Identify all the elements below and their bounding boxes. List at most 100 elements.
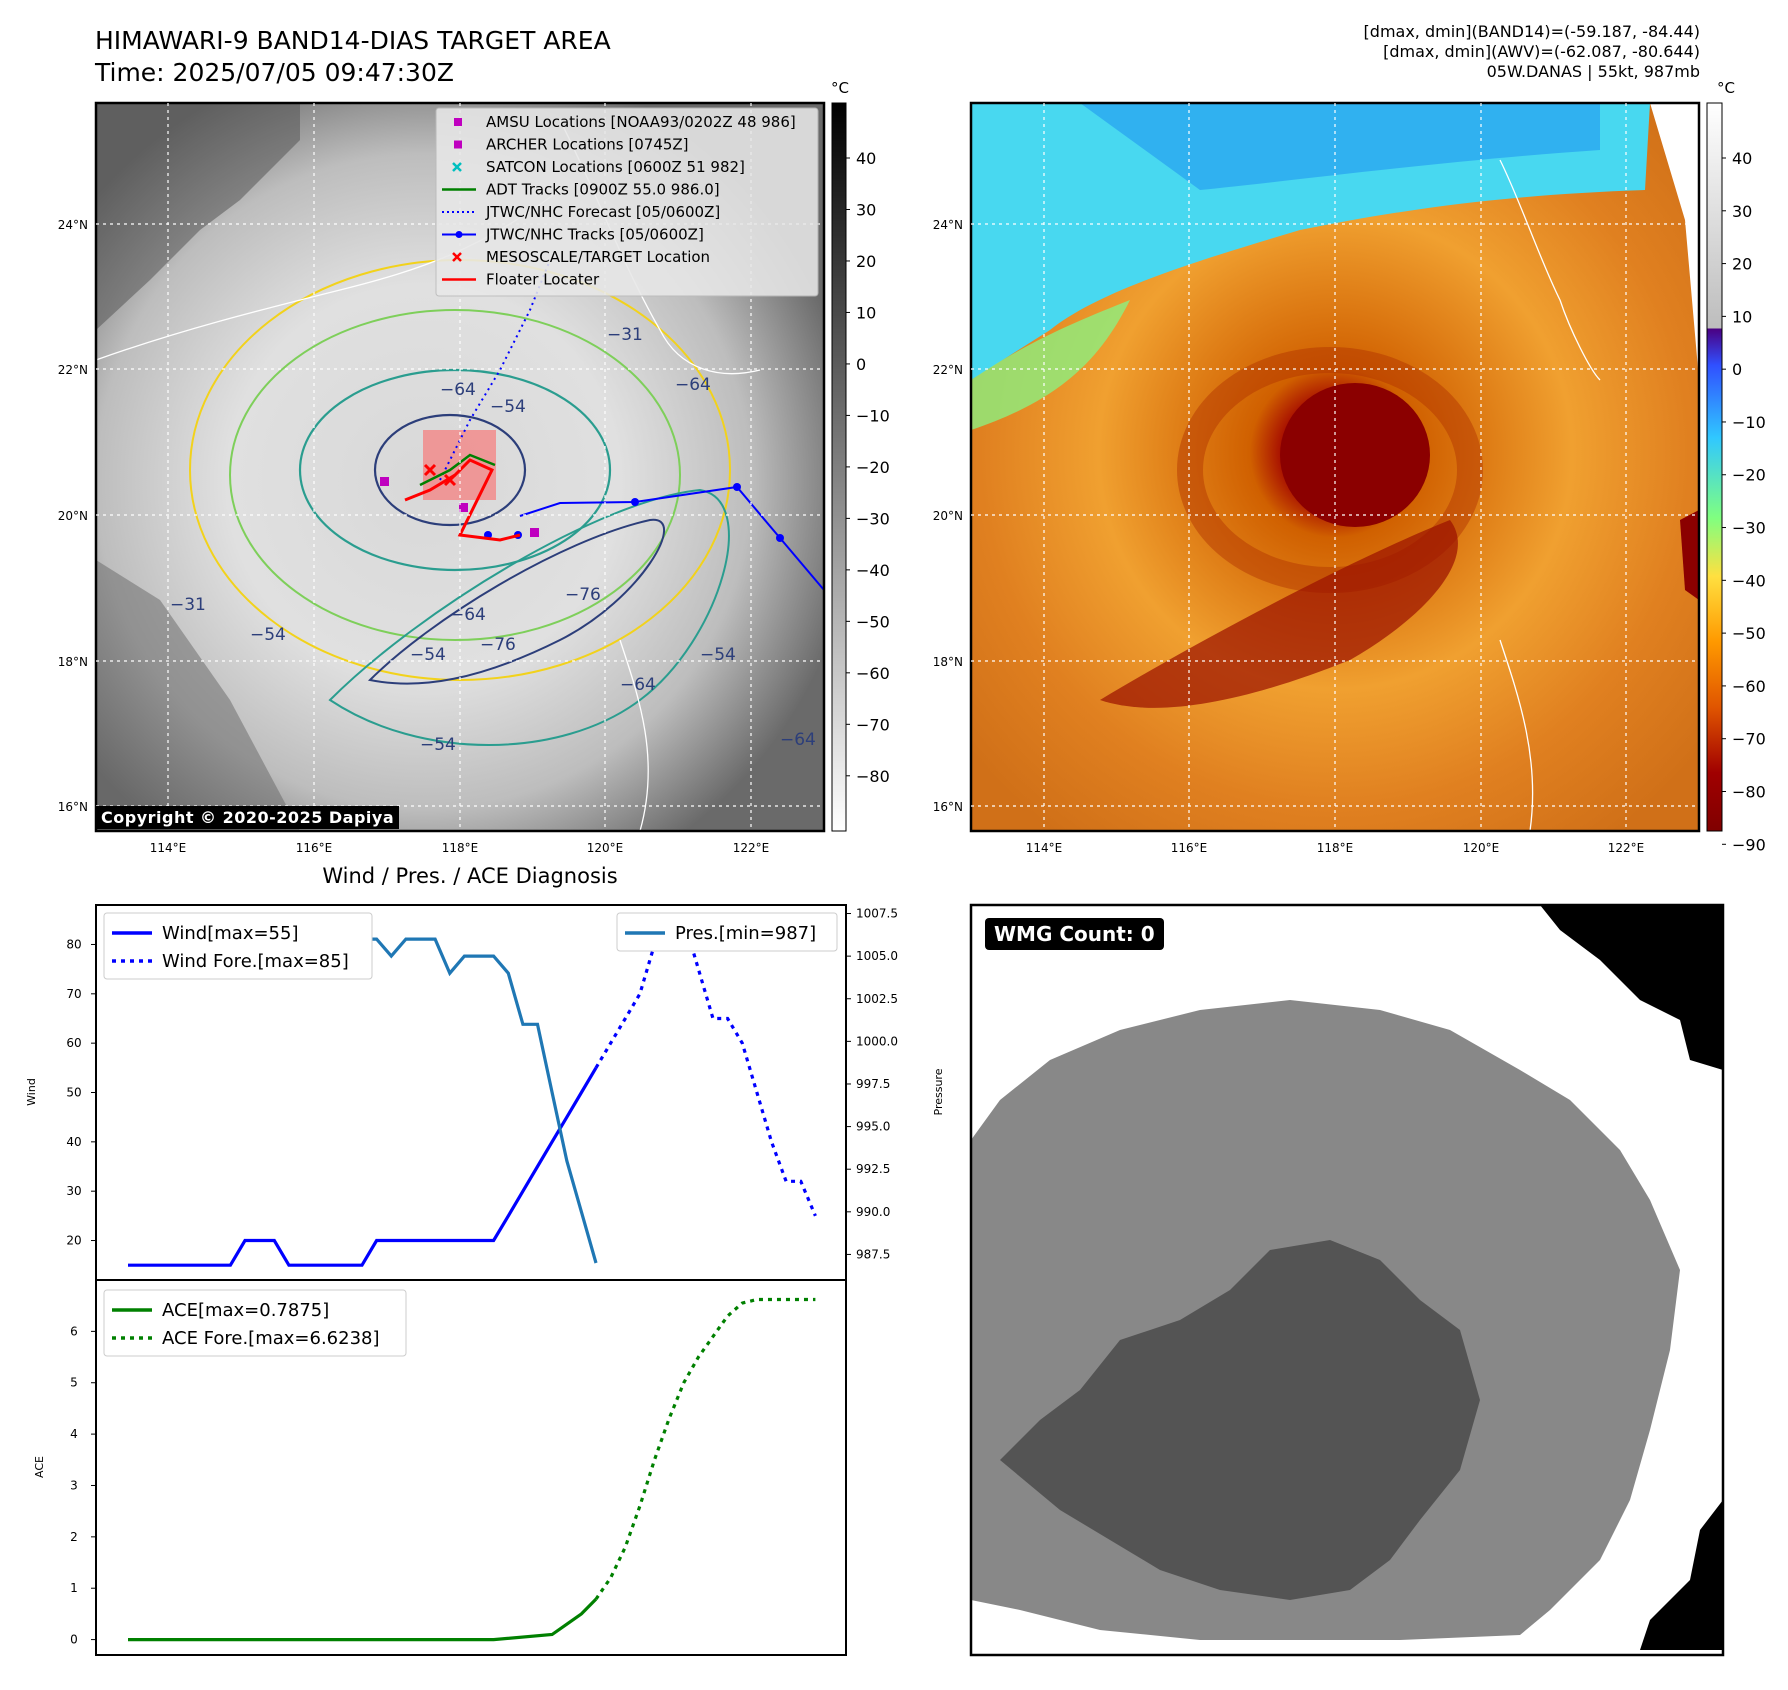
contour-label: −31	[170, 595, 206, 615]
y2-tick-label: 997.5	[856, 1077, 890, 1091]
legend-marker	[454, 140, 462, 149]
contour-label: −54	[250, 625, 286, 645]
colorbar-tick-label: −60	[1732, 677, 1766, 696]
y-tick-label: 4	[70, 1427, 78, 1441]
y-tick-label: 20	[66, 1234, 81, 1248]
wmg-black-ne	[1540, 905, 1723, 1070]
lon-label: 116°E	[1171, 841, 1208, 855]
gridlines-color	[971, 103, 1699, 831]
y-tick-label: 6	[70, 1324, 78, 1338]
colorbar-tick-label: −70	[1732, 730, 1766, 749]
colorbar-tick-label: −40	[1732, 571, 1766, 590]
wmg-black-se	[1640, 1500, 1723, 1650]
colorbar-tick-label: 30	[856, 200, 876, 219]
eye-cdo	[1280, 383, 1430, 527]
colorbar-tick-label: 40	[1732, 149, 1752, 168]
legend-entry: Floater Locater	[442, 271, 600, 289]
lon-label: 114°E	[150, 841, 187, 855]
legend-label: ADT Tracks [0900Z 55.0 986.0]	[486, 181, 720, 199]
legend-entry: AMSU Locations [NOAA93/0202Z 48 986]	[454, 113, 796, 131]
contour-label: −64	[450, 605, 486, 625]
dark-area-north	[96, 103, 300, 330]
contour-label: −54	[700, 645, 736, 665]
contour-label: −76	[565, 585, 601, 605]
contour-label: −64	[620, 675, 656, 695]
copyright-badge: Copyright © 2020-2025 Dapiya	[96, 806, 400, 829]
wmg-panel	[969, 903, 1725, 1657]
colorbar-tick-label: −10	[1732, 413, 1766, 432]
legend-marker	[452, 252, 462, 262]
chart-title-line2: Time: 2025/07/05 09:47:30Z	[95, 58, 454, 87]
chart-legend-label: Pres.[min=987]	[675, 923, 816, 944]
contour-54	[229, 309, 681, 641]
contour-label: −64	[675, 375, 711, 395]
wmg-count-badge: WMG Count: 0	[985, 918, 1164, 950]
legend-entry: JTWC/NHC Forecast [05/0600Z]	[442, 203, 720, 221]
colorbar-tick-label: −90	[1732, 835, 1766, 854]
legend-label: MESOSCALE/TARGET Location	[486, 248, 710, 266]
colorbar-gray-unit: °C	[831, 79, 849, 97]
colorbar-tick-label: −30	[856, 509, 890, 528]
target-x-markers	[423, 463, 457, 487]
colorbar-tick-label: −80	[856, 767, 890, 786]
colorbar-color-unit: °C	[1717, 79, 1735, 97]
y2-tick-label: 987.5	[856, 1247, 890, 1261]
lat-label: 24°N	[58, 218, 88, 232]
chart-legend-box	[103, 1289, 407, 1357]
legend-label: ARCHER Locations [0745Z]	[486, 136, 689, 154]
info-storm: 05W.DANAS | 55kt, 987mb	[1486, 62, 1700, 81]
colorbar-tick-label: −40	[856, 561, 890, 580]
amsu-archer-markers	[380, 477, 539, 537]
legend-label: JTWC/NHC Forecast [05/0600Z]	[485, 203, 720, 221]
legend-label: SATCON Locations [0600Z 51 982]	[486, 158, 745, 176]
legend-label: JTWC/NHC Tracks [05/0600Z]	[485, 226, 704, 244]
chart-legend-label: Wind Fore.[max=85]	[162, 951, 349, 972]
coastline-taiwan-color	[1499, 159, 1601, 381]
y-tick-label: 2	[70, 1530, 78, 1544]
colorbar-tick-label: −10	[856, 406, 890, 425]
y-tick-label: 50	[66, 1086, 81, 1100]
wind-pressure-chart: Wind Pressure 20 30 40 50 60 70 80 987.5 990.0 9…	[25, 904, 945, 1281]
colorbar-tick-label: −30	[1732, 519, 1766, 538]
y2-tick-label: 990.0	[856, 1205, 890, 1219]
wmg-dark-region	[1000, 1240, 1480, 1600]
lat-label: 16°N	[933, 800, 963, 814]
green-region-west	[971, 300, 1130, 430]
y-tick-label: 1	[70, 1581, 78, 1595]
lat-label: 16°N	[58, 800, 88, 814]
colorbar-tick-label: −50	[856, 612, 890, 631]
colorbar-tick-label: −70	[856, 715, 890, 734]
map-legend: AMSU Locations [NOAA93/0202Z 48 986] ARCH…	[435, 107, 819, 297]
contour-76-core	[373, 413, 527, 527]
y-tick-label: 60	[66, 1036, 81, 1050]
colorbar-tick-label: 30	[1732, 202, 1752, 221]
contour-band-south	[367, 518, 666, 685]
legend-marker-dot	[455, 231, 463, 238]
contour-label: −54	[420, 735, 456, 755]
dark-area-southwest	[96, 560, 300, 831]
y-tick-label: 3	[70, 1478, 78, 1492]
storm-info: [dmax, dmin](BAND14)=(-59.187, -84.44) […	[1364, 22, 1700, 82]
contour-band-south-outer	[328, 488, 730, 746]
lat-label: 22°N	[58, 363, 88, 377]
y2-tick-label: 1000.0	[856, 1034, 898, 1048]
contour-label: −54	[410, 645, 446, 665]
colorbar-color-bar	[1706, 102, 1723, 832]
pressure-axis-label: Pressure	[932, 1068, 945, 1115]
y2-tick-label: 1005.0	[856, 949, 898, 963]
lat-label: 24°N	[933, 218, 963, 232]
colorbar-tick-label: 20	[1732, 255, 1752, 274]
coastline-luzon	[619, 639, 649, 831]
colorbar-tick-label: −20	[1732, 466, 1766, 485]
lat-label: 20°N	[933, 509, 963, 523]
longitude-labels-color: 114°E 116°E 118°E 120°E 122°E	[1026, 841, 1645, 855]
contour-label: −64	[780, 730, 816, 750]
y-tick-label: 80	[66, 937, 81, 951]
contour-label: −31	[607, 325, 643, 345]
lon-label: 118°E	[1317, 841, 1354, 855]
colorbar-tick-label: 0	[1732, 360, 1742, 379]
colorbar-tick-label: −80	[1732, 782, 1766, 801]
lat-label: 18°N	[933, 655, 963, 669]
colorbar-tick-label: −60	[856, 664, 890, 683]
